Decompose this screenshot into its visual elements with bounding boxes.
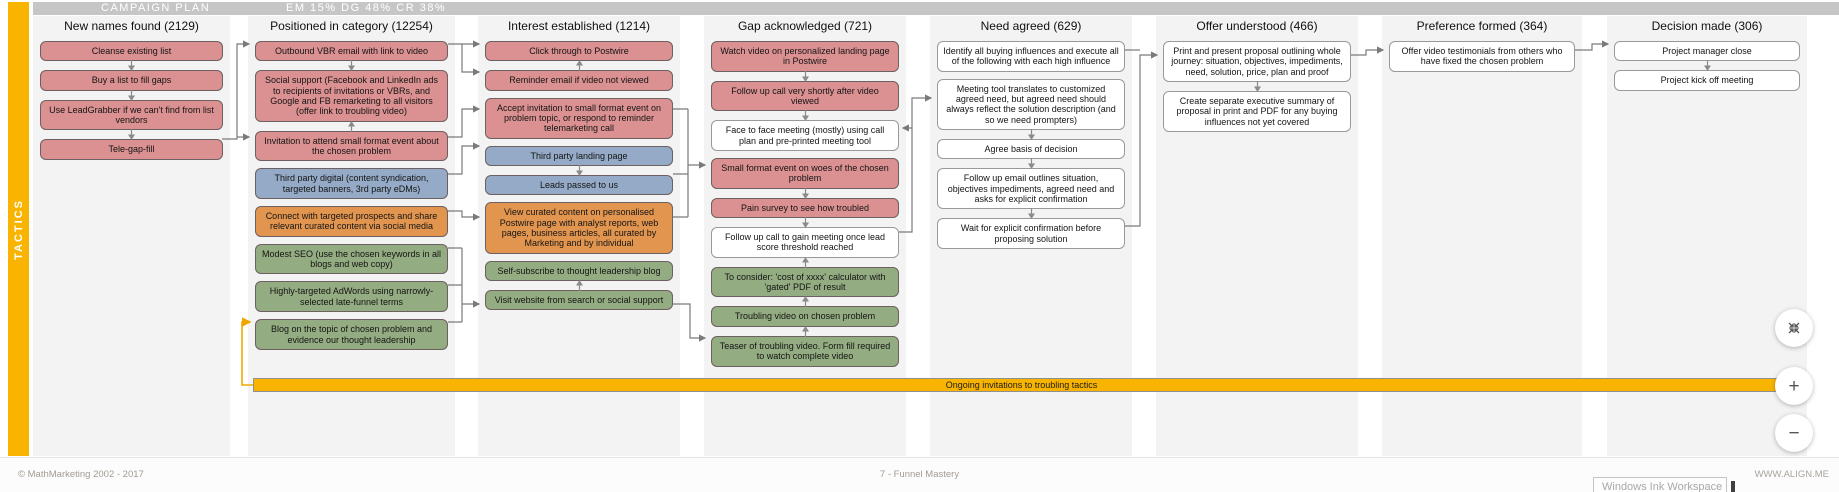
tactic-box[interactable]: Highly-targeted AdWords using narrowly-s… (255, 281, 448, 313)
tactic-box[interactable]: Meeting tool translates to customized ag… (937, 78, 1125, 131)
website-link[interactable]: WWW.ALIGN.ME (1754, 469, 1829, 480)
flow-arrow-down-icon (930, 208, 1132, 220)
flow-arrow-up-icon (248, 120, 455, 132)
text-cursor (1731, 481, 1735, 492)
stage-header: Interest established (1214) (507, 19, 651, 33)
stage-header: Offer understood (466) (1196, 19, 1318, 33)
tactic-box[interactable]: Social support (Facebook and LinkedIn ad… (255, 70, 448, 122)
tactic-box[interactable]: Follow up email outlines situation, obje… (937, 168, 1125, 210)
tactic-box[interactable]: Identify all buying influences and execu… (937, 41, 1125, 72)
tactics-label: TACTICS (12, 198, 25, 260)
flow-arrow-down-icon (704, 70, 906, 82)
funnel-stage-column: Interest established (1214) Click through… (478, 16, 680, 456)
flow-arrow-down-icon (33, 60, 230, 72)
tactic-box[interactable]: Blog on the topic of chosen problem and … (255, 319, 448, 350)
tactic-box[interactable]: Pain survey to see how troubled (711, 197, 899, 219)
flow-arrow-up-icon (478, 60, 680, 72)
fit-view-icon (1788, 322, 1800, 334)
windows-ink-tooltip: Windows Ink Workspace (1593, 477, 1727, 492)
tactic-box[interactable]: Invitation to attend small format event … (255, 130, 448, 162)
ongoing-invitations-bar[interactable]: Ongoing invitations to troubling tactics (253, 378, 1790, 392)
tactic-box[interactable]: Modest SEO (use the chosen keywords in a… (255, 243, 448, 275)
tactic-box[interactable]: Buy a list to fill gaps (40, 70, 223, 91)
flow-arrow-down-icon (1156, 81, 1358, 93)
funnel-metrics-label: EM 15% DG 48% CR 38% (286, 2, 447, 14)
tactic-box[interactable]: Agree basis of decision (937, 139, 1125, 160)
flow-arrow-down-icon (930, 129, 1132, 141)
tactic-box[interactable]: Create separate executive summary of pro… (1163, 91, 1351, 133)
tactic-box[interactable]: Use LeadGrabber if we can't find from li… (40, 99, 223, 131)
flow-arrow-up-icon (704, 296, 906, 308)
tactic-box[interactable]: Connect with targeted prospects and shar… (255, 206, 448, 237)
stage-header: Preference formed (364) (1416, 19, 1548, 33)
top-header-bar: CAMPAIGN PLAN EM 15% DG 48% CR 38% (33, 2, 1839, 15)
tactic-box[interactable]: Accept invitation to small format event … (485, 97, 673, 139)
tactic-box[interactable]: Watch video on personalized landing page… (711, 41, 899, 72)
tactic-box[interactable]: Offer video testimonials from others who… (1389, 41, 1575, 72)
footer-bar: © MathMarketing 2002 - 2017 7 - Funnel M… (0, 457, 1839, 492)
flow-arrow-down-icon (33, 89, 230, 101)
stage-header: Need agreed (629) (980, 19, 1082, 33)
tactic-box[interactable]: Third party landing page (485, 145, 673, 167)
campaign-plan-title: CAMPAIGN PLAN (101, 2, 211, 14)
tactic-box[interactable]: Click through to Postwire (485, 41, 673, 62)
tactic-box[interactable]: Follow up call to gain meeting once lead… (711, 227, 899, 258)
windows-ink-tooltip-text: Windows Ink Workspace (1602, 481, 1723, 492)
flow-arrow-up-icon (704, 325, 906, 337)
flow-arrow-down-icon (1607, 60, 1807, 72)
flow-arrow-up-icon (704, 256, 906, 268)
tactic-box[interactable]: Troubling video on chosen problem (711, 306, 899, 327)
tactic-box[interactable]: Project kick off meeting (1614, 70, 1800, 91)
tactic-box[interactable]: To consider: 'cost of xxxx' calculator w… (711, 266, 899, 298)
ongoing-invitations-label: Ongoing invitations to troubling tactics (945, 380, 1098, 390)
flow-arrow-down-icon (704, 217, 906, 229)
tactic-box[interactable]: Reminder email if video not viewed (485, 70, 673, 91)
tactic-box[interactable]: Third party digital (content syndication… (255, 168, 448, 200)
flow-arrow-down-icon (704, 110, 906, 122)
plus-icon: + (1788, 375, 1800, 397)
tactic-box[interactable]: Cleanse existing list (40, 41, 223, 62)
tactic-box[interactable]: Tele-gap-fill (40, 139, 223, 160)
funnel-stage-column: New names found (2129) Cleanse existing l… (33, 16, 230, 456)
stage-header: New names found (2129) (64, 19, 199, 33)
tactic-box[interactable]: Project manager close (1614, 41, 1800, 62)
minus-icon: − (1788, 422, 1800, 444)
tactic-box[interactable]: Outbound VBR email with link to video (255, 41, 448, 62)
flow-arrow-down-icon (704, 187, 906, 199)
zoom-in-button[interactable]: + (1775, 367, 1813, 405)
zoom-out-button[interactable]: − (1775, 414, 1813, 452)
tactic-box[interactable]: Face to face meeting (mostly) using call… (711, 120, 899, 152)
flow-arrow-up-icon (478, 280, 680, 292)
tactic-box[interactable]: Print and present proposal outlining who… (1163, 41, 1351, 83)
flow-arrow-down-icon (930, 158, 1132, 170)
fit-view-button[interactable] (1775, 309, 1813, 347)
tactic-box[interactable]: Visit website from search or social supp… (485, 290, 673, 311)
stage-header: Positioned in category (12254) (270, 19, 433, 33)
flow-arrow-down-icon (478, 165, 680, 177)
flow-arrow-down-icon (33, 129, 230, 141)
tactic-box[interactable]: View curated content on personalised Pos… (485, 202, 673, 254)
stage-header: Decision made (306) (1651, 19, 1763, 33)
tactic-box[interactable]: Small format event on woes of the chosen… (711, 158, 899, 189)
tactic-box[interactable]: Teaser of troubling video. Form fill req… (711, 335, 899, 367)
document-title: 7 - Funnel Mastery (879, 469, 960, 480)
tactic-box[interactable]: Follow up call very shortly after video … (711, 80, 899, 112)
tactic-box[interactable]: Wait for explicit confirmation before pr… (937, 218, 1125, 250)
tactic-box[interactable]: Leads passed to us (485, 175, 673, 196)
flow-arrow-down-icon (248, 60, 455, 72)
copyright-text: © MathMarketing 2002 - 2017 (18, 469, 144, 480)
stage-header: Gap acknowledged (721) (737, 19, 873, 33)
tactic-box[interactable]: Self-subscribe to thought leadership blo… (485, 260, 673, 282)
tactics-band: TACTICS (8, 2, 29, 456)
